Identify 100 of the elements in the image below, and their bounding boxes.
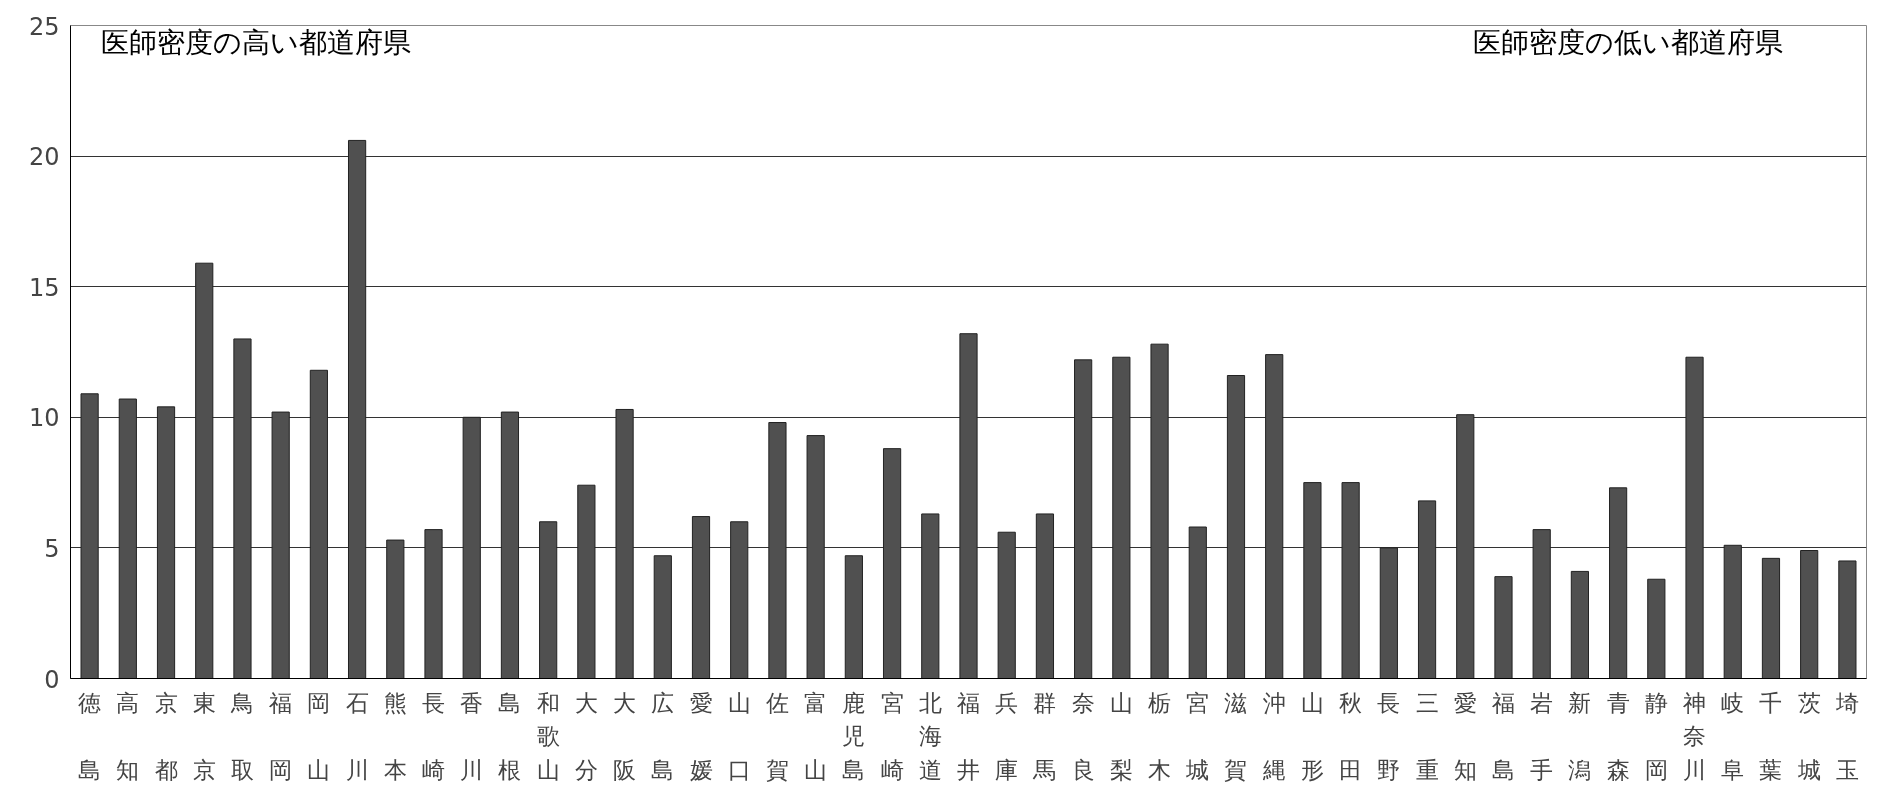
bar	[806, 435, 825, 679]
category-label: 富山	[804, 689, 828, 784]
category-label: 岡山	[307, 689, 331, 784]
category-label: 鳥取	[230, 689, 254, 784]
category-label: 広島	[651, 689, 675, 784]
category-label: 沖縄	[1262, 689, 1286, 784]
category-label: 千葉	[1759, 689, 1783, 784]
category-label: 島根	[498, 689, 522, 784]
y-tick-label: 25	[28, 12, 60, 41]
bar	[1609, 487, 1628, 679]
bar	[768, 422, 787, 679]
bar	[1532, 529, 1551, 679]
category-label: 宮城	[1186, 689, 1210, 784]
bar	[348, 139, 367, 679]
category-label: 福岡	[269, 689, 293, 784]
category-label: 大分	[574, 689, 598, 784]
category-label: 群馬	[1033, 689, 1057, 784]
bar	[1226, 375, 1246, 679]
bar	[1417, 500, 1437, 679]
category-label: 山形	[1300, 689, 1324, 784]
y-tick-label: 5	[44, 534, 60, 563]
y-tick-label: 20	[28, 143, 60, 172]
bar	[1265, 354, 1284, 679]
x-tick-label: 鹿児島	[842, 689, 866, 784]
bar	[1188, 526, 1207, 679]
bar	[1647, 578, 1666, 679]
bar	[691, 516, 711, 679]
bar	[156, 406, 176, 679]
bar	[1035, 513, 1055, 679]
category-label: 山口	[727, 689, 751, 784]
category-label: 佐賀	[765, 689, 789, 784]
bar	[577, 484, 596, 679]
category-label: 静岡	[1644, 689, 1668, 784]
bar	[844, 555, 863, 679]
category-label: 茨城	[1797, 689, 1821, 784]
category-label: 岩手	[1530, 689, 1554, 784]
bar	[271, 411, 290, 679]
bar	[1341, 482, 1360, 679]
bar	[1800, 550, 1819, 679]
category-label: 愛媛	[689, 689, 713, 784]
category-label: 福井	[957, 689, 980, 784]
bar	[309, 369, 328, 679]
y-tick-label: 10	[28, 404, 60, 433]
bar	[1379, 547, 1398, 679]
bar	[653, 555, 672, 679]
bar	[1494, 576, 1513, 679]
bar	[539, 521, 558, 679]
category-label: 三重	[1415, 689, 1439, 784]
x-tick-label: 和歌山	[536, 689, 560, 784]
category-label: 兵庫	[995, 689, 1019, 784]
category-label: 秋田	[1339, 689, 1363, 784]
bar	[1761, 557, 1781, 679]
bar	[1723, 544, 1742, 679]
category-label: 埼玉	[1835, 689, 1859, 784]
bar	[615, 408, 634, 679]
bar	[1570, 570, 1589, 679]
category-label: 福島	[1491, 689, 1515, 784]
category-label: 栃木	[1148, 689, 1172, 784]
bar	[1456, 414, 1475, 679]
bar	[997, 531, 1016, 679]
category-label: 京都	[154, 689, 178, 784]
category-label: 奈良	[1071, 689, 1095, 784]
bar	[233, 338, 252, 679]
category-label: 大阪	[613, 689, 637, 784]
bar	[424, 529, 443, 679]
category-label: 青森	[1606, 689, 1630, 784]
bar	[1074, 359, 1093, 679]
bar	[921, 513, 940, 679]
y-tick-label: 0	[44, 665, 60, 694]
category-label: 長野	[1377, 689, 1401, 784]
category-label: 岐阜	[1721, 689, 1745, 784]
bar	[730, 521, 749, 679]
bar	[1838, 560, 1857, 679]
category-label: 熊本	[383, 689, 407, 784]
category-label: 東京	[192, 689, 216, 784]
category-label: 高知	[116, 689, 140, 784]
category-label: 宮崎	[880, 689, 904, 784]
category-label: 香川	[460, 689, 484, 784]
category-label: 新潟	[1568, 689, 1592, 784]
bar	[500, 411, 520, 679]
category-label: 滋賀	[1224, 689, 1248, 784]
category-label: 石川	[345, 689, 369, 784]
annotation: 医師密度の低い都道府県	[1472, 26, 1783, 60]
bar	[1685, 356, 1704, 679]
y-tick-label: 15	[28, 273, 60, 302]
bar	[1303, 482, 1322, 679]
bar	[118, 398, 137, 679]
bar	[462, 416, 481, 679]
bar	[80, 393, 99, 679]
category-label: 長崎	[422, 689, 446, 784]
category-label: 山梨	[1109, 689, 1133, 784]
category-label: 徳島	[78, 689, 102, 784]
bar	[959, 333, 978, 679]
x-tick-label: 神奈川	[1683, 689, 1707, 784]
category-label: 愛知	[1453, 689, 1477, 784]
bar	[195, 262, 214, 679]
bar	[1150, 343, 1169, 679]
bar	[1112, 356, 1131, 679]
bar	[882, 448, 902, 679]
x-tick-label: 北海道	[918, 689, 942, 784]
